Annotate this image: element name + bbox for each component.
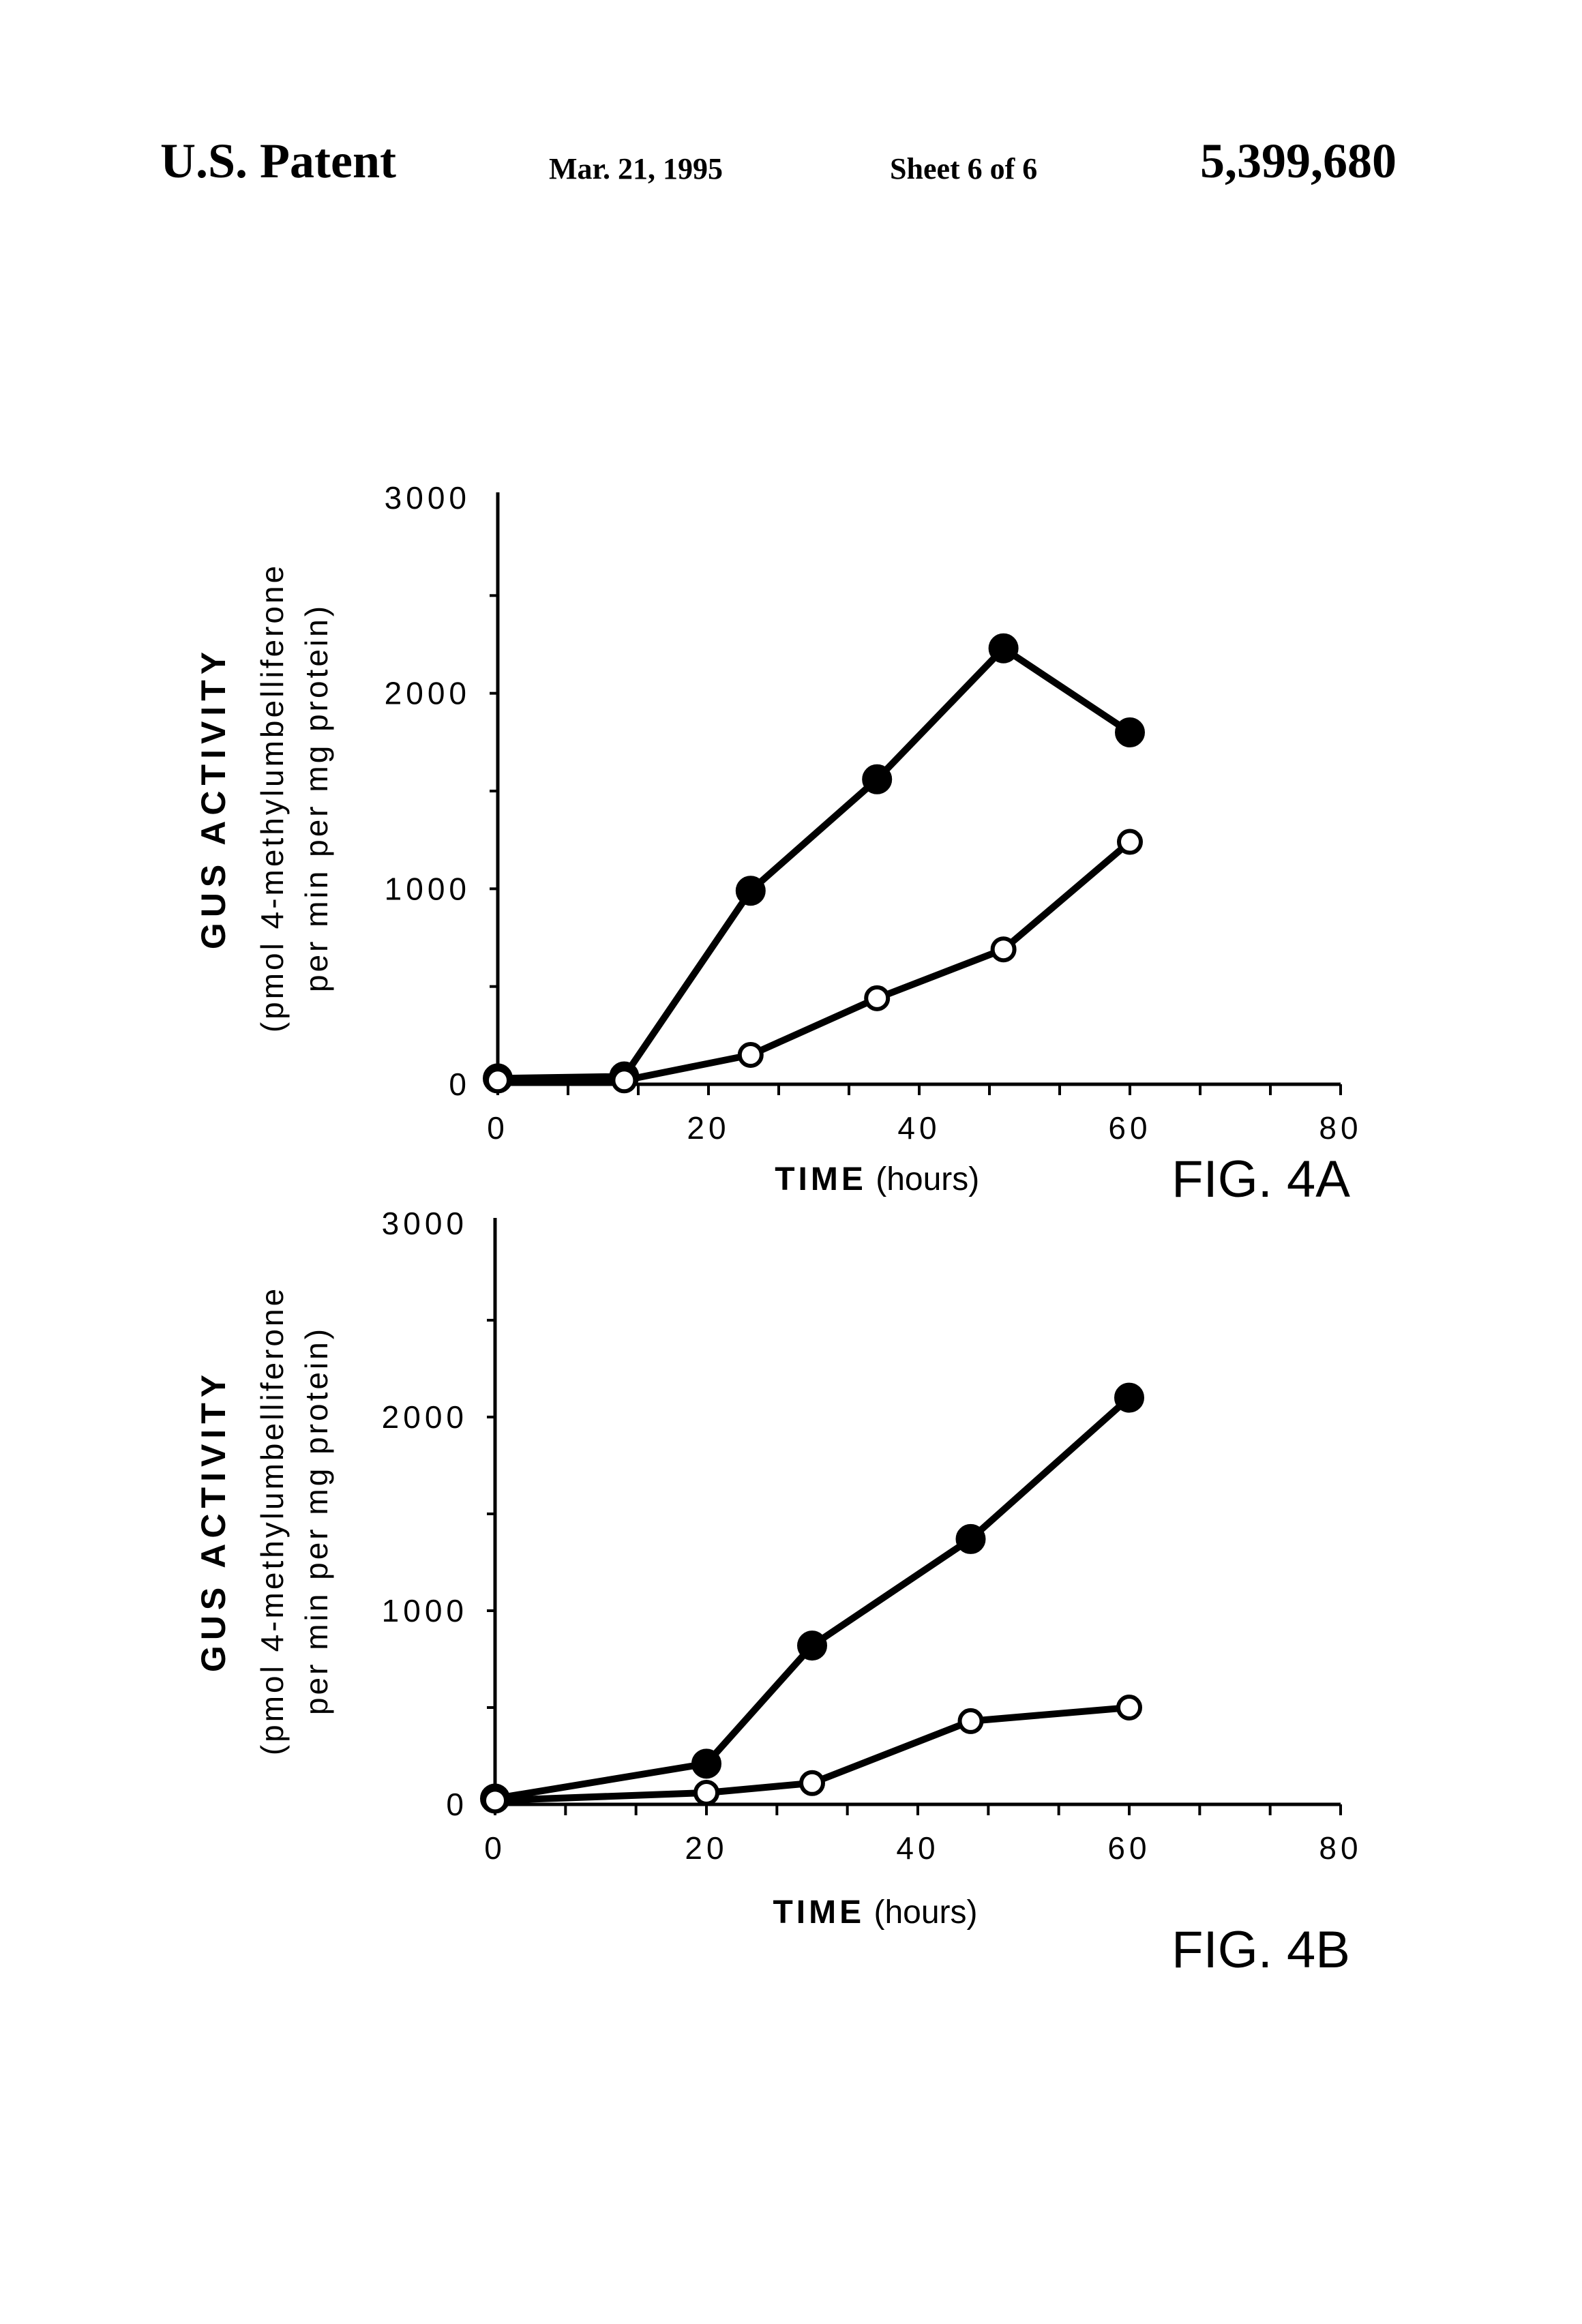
y-tick-label: 3000 bbox=[385, 480, 471, 516]
data-point-filled bbox=[693, 1751, 719, 1776]
y-tick-label: 1000 bbox=[385, 871, 471, 906]
x-tick-label: 80 bbox=[1319, 1110, 1362, 1146]
data-point-open bbox=[960, 1710, 982, 1732]
chart-fig-4b: 0 20 40 60 80 0 1000 2000 3000 TIME (hours) FIG. 4… bbox=[194, 1206, 1362, 1979]
y-tick-label: 3000 bbox=[382, 1206, 468, 1241]
x-axis-label-bold: TIME bbox=[775, 1161, 867, 1197]
x-tick-label: 40 bbox=[896, 1830, 939, 1866]
figure-label: FIG. 4A bbox=[1171, 1150, 1350, 1208]
data-point-open bbox=[866, 987, 888, 1009]
series-line-filled bbox=[495, 1398, 1129, 1799]
x-tick-label: 20 bbox=[685, 1830, 728, 1866]
x-axis-label: TIME (hours) bbox=[773, 1894, 977, 1931]
x-axis-label-units: (hours) bbox=[867, 1161, 979, 1197]
x-tick-label: 20 bbox=[687, 1110, 730, 1146]
data-point-filled bbox=[864, 766, 890, 792]
x-tick-label: 0 bbox=[487, 1110, 509, 1146]
data-point-open bbox=[1118, 1697, 1140, 1718]
figure-label: FIG. 4B bbox=[1171, 1921, 1350, 1979]
y-tick-label: 2000 bbox=[382, 1399, 468, 1435]
data-point-open bbox=[801, 1772, 823, 1794]
data-point-open bbox=[487, 1069, 509, 1091]
data-point-open bbox=[740, 1044, 762, 1066]
y-tick-label: 0 bbox=[446, 1787, 468, 1822]
data-point-filled bbox=[1116, 1385, 1142, 1411]
y-axis-label: GUS ACTIVITY bbox=[194, 646, 233, 949]
y-tick-label: 1000 bbox=[382, 1593, 468, 1628]
data-point-filled bbox=[738, 878, 764, 904]
figures: 0204060800100020003000TIME (hours)FIG. 4… bbox=[0, 0, 1582, 2324]
series-line-filled bbox=[498, 649, 1130, 1079]
data-point-open bbox=[484, 1789, 506, 1811]
y-axis-units-line2: per min per mg protein) bbox=[299, 1326, 334, 1715]
data-point-open bbox=[1119, 831, 1141, 853]
x-axis-label-bold: TIME bbox=[773, 1894, 865, 1931]
x-tick-label: 60 bbox=[1108, 1110, 1151, 1146]
data-point-filled bbox=[799, 1633, 825, 1658]
data-point-open bbox=[993, 938, 1015, 960]
series-line-open bbox=[498, 842, 1130, 1081]
y-axis-units-line2: per min per mg protein) bbox=[299, 604, 334, 992]
data-point-filled bbox=[958, 1526, 984, 1552]
x-tick-label: 80 bbox=[1319, 1830, 1362, 1866]
chart-fig-4a: 0 20 40 60 80 0 1000 2000 3000 TIME (hours) FIG. 4… bbox=[194, 480, 1362, 1208]
x-tick-label: 40 bbox=[897, 1110, 940, 1146]
y-tick-label: 2000 bbox=[385, 676, 471, 711]
y-axis-units-line1: (pmol 4-methylumbelliferone bbox=[254, 563, 290, 1032]
data-point-open bbox=[613, 1069, 635, 1091]
y-tick-label: 0 bbox=[449, 1067, 471, 1102]
data-point-filled bbox=[991, 636, 1017, 661]
data-point-filled bbox=[1117, 719, 1143, 745]
x-tick-label: 0 bbox=[484, 1830, 506, 1866]
x-tick-label: 60 bbox=[1107, 1830, 1150, 1866]
y-axis-units-line1: (pmol 4-methylumbelliferone bbox=[254, 1286, 290, 1755]
data-point-open bbox=[696, 1782, 717, 1804]
x-axis-label-units: (hours) bbox=[865, 1894, 977, 1931]
x-axis-label: TIME (hours) bbox=[775, 1161, 979, 1197]
y-axis-label: GUS ACTIVITY bbox=[194, 1369, 233, 1672]
